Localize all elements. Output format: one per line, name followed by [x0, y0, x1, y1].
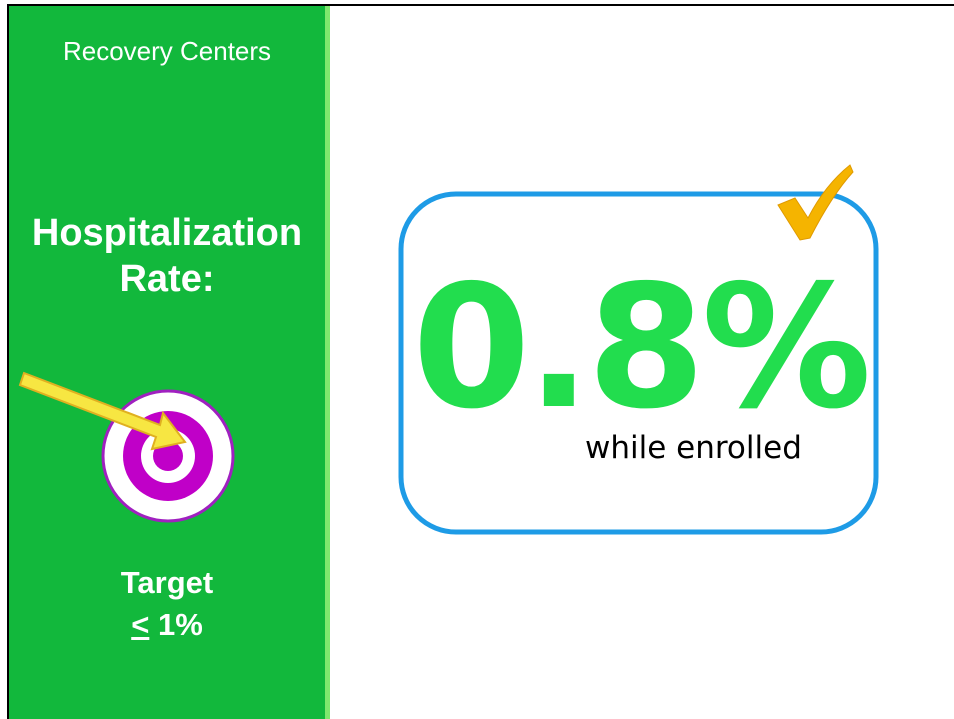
value-box [398, 191, 879, 535]
main-value: 0.8% [412, 249, 871, 447]
target-value: 1% [157, 607, 203, 642]
target-label: Target [120, 565, 214, 600]
arrow [18, 371, 187, 451]
frame [7, 4, 954, 719]
target: Target < 1% [9, 562, 325, 646]
caption: while enrolled [585, 430, 802, 466]
target-bull [153, 441, 183, 471]
sidebar-title: Recovery Centers [62, 36, 272, 66]
target-symbol: < [131, 607, 150, 642]
sidebar: Recovery Centers Hospitalization Rate: T… [9, 6, 330, 719]
heading-line: Hospitalization [31, 212, 303, 254]
check-mark [777, 164, 854, 241]
heading: Hospitalization Rate: [9, 210, 325, 302]
heading-line: Rate: [119, 258, 215, 300]
target-line: < 1% [9, 604, 325, 646]
